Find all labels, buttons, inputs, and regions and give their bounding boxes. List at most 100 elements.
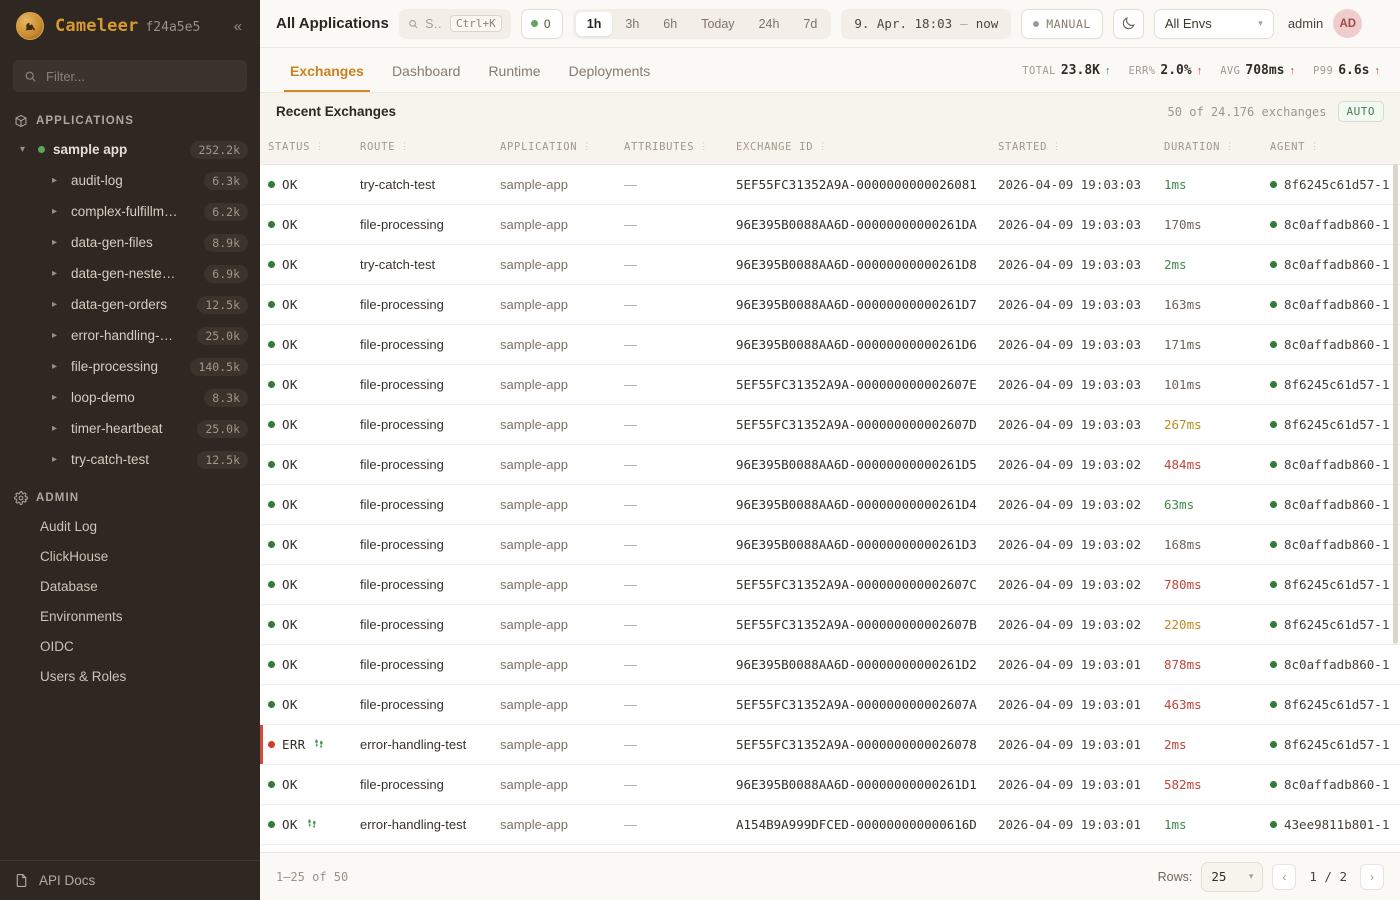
sidebar-route-label: data-gen-files <box>71 235 153 250</box>
chevron-right-icon[interactable]: ▸ <box>52 392 58 403</box>
sidebar-item-sample-app[interactable]: ▾ sample app 252.2k <box>0 134 260 165</box>
time-range-3h[interactable]: 3h <box>625 16 640 31</box>
sort-icon[interactable]: ⋮ <box>400 141 410 152</box>
column-header-status[interactable]: STATUS ⋮ <box>260 130 352 165</box>
sidebar-route-item[interactable]: ▸ complex-fulfillm… 6.2k <box>0 196 260 227</box>
chevron-right-icon[interactable]: ▸ <box>52 423 58 434</box>
sidebar-admin-item[interactable]: OIDC <box>40 638 74 654</box>
sidebar-route-item[interactable]: ▸ data-gen-files 8.9k <box>0 227 260 258</box>
table-row[interactable]: OK file-processing sample-app — 96E395B0088A… <box>260 284 1400 325</box>
column-header-agent[interactable]: AGENT ⋮ <box>1262 130 1400 165</box>
table-row[interactable]: OK file-processing sample-app — 96E395B0088A… <box>260 524 1400 565</box>
cell-route: error-handling-test <box>352 724 492 765</box>
search-input[interactable]: S… Ctrl+K <box>398 8 511 39</box>
time-range-today[interactable]: Today <box>701 16 735 31</box>
prev-page-button[interactable]: ‹ <box>1272 863 1297 890</box>
table-row[interactable]: OK file-processing sample-app — 96E395B0088A… <box>260 444 1400 485</box>
sidebar-route-item[interactable]: ▸ audit-log 6.3k <box>0 165 260 196</box>
sidebar-admin-item[interactable]: ClickHouse <box>40 548 109 564</box>
table-row[interactable]: OK file-processing sample-app — 5EF55FC31352… <box>260 564 1400 605</box>
chevron-right-icon[interactable]: ▸ <box>52 330 58 341</box>
column-header-exchange-id[interactable]: EXCHANGE ID ⋮ <box>728 130 990 165</box>
sidebar-item-api-docs[interactable]: API Docs <box>0 860 260 900</box>
sort-icon[interactable]: ⋮ <box>699 141 709 152</box>
sidebar-admin-item[interactable]: Database <box>40 578 98 594</box>
cell-status: ERR <box>260 724 352 765</box>
chevron-right-icon[interactable]: ▸ <box>52 361 58 372</box>
sidebar-admin-item[interactable]: Users & Roles <box>40 668 127 684</box>
sort-icon[interactable]: ⋮ <box>818 141 828 152</box>
table-row[interactable]: OK file-processing sample-app — 96E395B0088A… <box>260 764 1400 805</box>
table-row[interactable]: ERR error-handling-test sample-app — 5EF55FC… <box>260 724 1400 765</box>
table-row[interactable]: OK file-processing sample-app — 96E395B0088A… <box>260 204 1400 245</box>
table-row[interactable]: OK file-processing sample-app — 96E395B0088A… <box>260 324 1400 365</box>
auto-refresh-badge[interactable]: AUTO <box>1337 101 1384 122</box>
cell-status: OK <box>260 564 352 605</box>
chevron-right-icon[interactable]: ▸ <box>52 299 58 310</box>
chevron-right-icon[interactable]: ▸ <box>52 454 58 465</box>
time-range-display[interactable]: 9. Apr. 18:03 — now <box>841 8 1012 39</box>
filter-input[interactable] <box>46 68 236 84</box>
sidebar-route-item[interactable]: ▸ file-processing 140.5k <box>0 351 260 382</box>
pagination-controls: Rows: 25 ▾ ‹ 1 / 2 › <box>1158 861 1384 892</box>
trace-icon[interactable] <box>306 818 318 830</box>
cell-duration: 101ms <box>1156 364 1262 405</box>
table-scrollbar[interactable] <box>1393 164 1398 644</box>
tab-dashboard[interactable]: Dashboard <box>391 62 461 79</box>
column-header-attributes[interactable]: ATTRIBUTES ⋮ <box>616 130 728 165</box>
next-page-button[interactable]: › <box>1360 863 1384 890</box>
chevron-right-icon[interactable]: ▸ <box>52 237 58 248</box>
cell-attributes: — <box>616 364 728 405</box>
environment-select[interactable]: All Envs ▾ <box>1153 8 1274 39</box>
route-value: file-processing <box>360 416 444 432</box>
table-row[interactable]: OK file-processing sample-app — 5EF55FC31352… <box>260 604 1400 645</box>
chevron-down-icon[interactable]: ▾ <box>20 144 26 155</box>
tab-runtime[interactable]: Runtime <box>488 62 541 79</box>
column-header-route[interactable]: ROUTE ⋮ <box>352 130 492 165</box>
chevron-right-icon[interactable]: ▸ <box>52 206 58 217</box>
table-row[interactable]: OK file-processing sample-app — 5EF55FC31352… <box>260 684 1400 725</box>
sidebar-route-item[interactable]: ▸ error-handling-… 25.0k <box>0 320 260 351</box>
time-range-7d[interactable]: 7d <box>803 16 818 31</box>
time-range-6h[interactable]: 6h <box>663 16 678 31</box>
table-row[interactable]: OK file-processing sample-app — 5EF55FC31352… <box>260 404 1400 445</box>
sidebar-route-item[interactable]: ▸ try-catch-test 12.5k <box>0 444 260 475</box>
tab-exchanges[interactable]: Exchanges <box>276 50 378 92</box>
filter-box[interactable] <box>13 60 247 92</box>
attributes-value: — <box>624 176 637 192</box>
column-header-application[interactable]: APPLICATION ⋮ <box>492 130 616 165</box>
table-row[interactable]: OK file-processing sample-app — 5EF55FC31352… <box>260 364 1400 405</box>
rows-per-page-select[interactable]: 25 ▾ <box>1201 861 1264 892</box>
column-header-duration[interactable]: DURATION ⋮ <box>1156 130 1262 165</box>
sidebar-route-item[interactable]: ▸ timer-heartbeat 25.0k <box>0 413 260 444</box>
table-row[interactable]: OK file-processing sample-app — 96E395B0088A… <box>260 484 1400 525</box>
sort-icon[interactable]: ⋮ <box>1310 141 1320 152</box>
sort-icon[interactable]: ⋮ <box>315 141 325 152</box>
chevron-right-icon[interactable]: ▸ <box>52 175 58 186</box>
table-row[interactable]: OK try-catch-test sample-app — 96E395B0088AA… <box>260 244 1400 285</box>
sort-icon[interactable]: ⋮ <box>1225 141 1235 152</box>
table-row[interactable]: OK error-handling-test sample-app — A154B9A9… <box>260 804 1400 845</box>
sidebar-route-item[interactable]: ▸ data-gen-orders 12.5k <box>0 289 260 320</box>
table-row[interactable]: OK try-catch-test sample-app — 5EF55FC31352A… <box>260 164 1400 205</box>
chevron-right-icon[interactable]: ▸ <box>52 268 58 279</box>
time-range-1h[interactable]: 1h <box>575 11 613 36</box>
chevrons-left-icon[interactable]: « <box>233 17 242 35</box>
sidebar-admin-item[interactable]: Audit Log <box>40 518 98 534</box>
tab-deployments[interactable]: Deployments <box>568 62 651 79</box>
avatar[interactable]: AD <box>1333 9 1363 38</box>
manual-refresh-toggle[interactable]: MANUAL <box>1021 8 1103 39</box>
theme-toggle-button[interactable] <box>1112 8 1144 39</box>
sidebar-route-item[interactable]: ▸ data-gen-neste… 6.9k <box>0 258 260 289</box>
trace-icon[interactable] <box>313 738 325 750</box>
table-row[interactable]: OK file-processing sample-app — 96E395B0088A… <box>260 644 1400 685</box>
gear-icon <box>14 491 28 505</box>
live-indicator[interactable]: O <box>520 8 563 39</box>
time-range-24h[interactable]: 24h <box>758 16 780 31</box>
agent-value: 8f6245c61d57-1 <box>1284 616 1390 632</box>
column-header-started[interactable]: STARTED ⋮ <box>990 130 1156 165</box>
sort-icon[interactable]: ⋮ <box>1052 141 1062 152</box>
sidebar-route-item[interactable]: ▸ loop-demo 8.3k <box>0 382 260 413</box>
sidebar-admin-item[interactable]: Environments <box>40 608 123 624</box>
sort-icon[interactable]: ⋮ <box>582 141 592 152</box>
